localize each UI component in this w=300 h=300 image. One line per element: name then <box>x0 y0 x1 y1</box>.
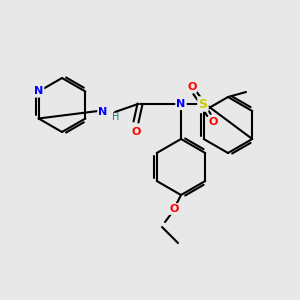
Text: O: O <box>187 82 197 92</box>
Text: N: N <box>34 86 43 97</box>
Text: H: H <box>112 112 119 122</box>
Text: N: N <box>176 99 186 109</box>
Text: S: S <box>199 98 208 110</box>
Text: O: O <box>169 204 179 214</box>
Text: O: O <box>131 127 141 137</box>
Text: O: O <box>208 117 218 127</box>
Text: N: N <box>98 107 107 117</box>
